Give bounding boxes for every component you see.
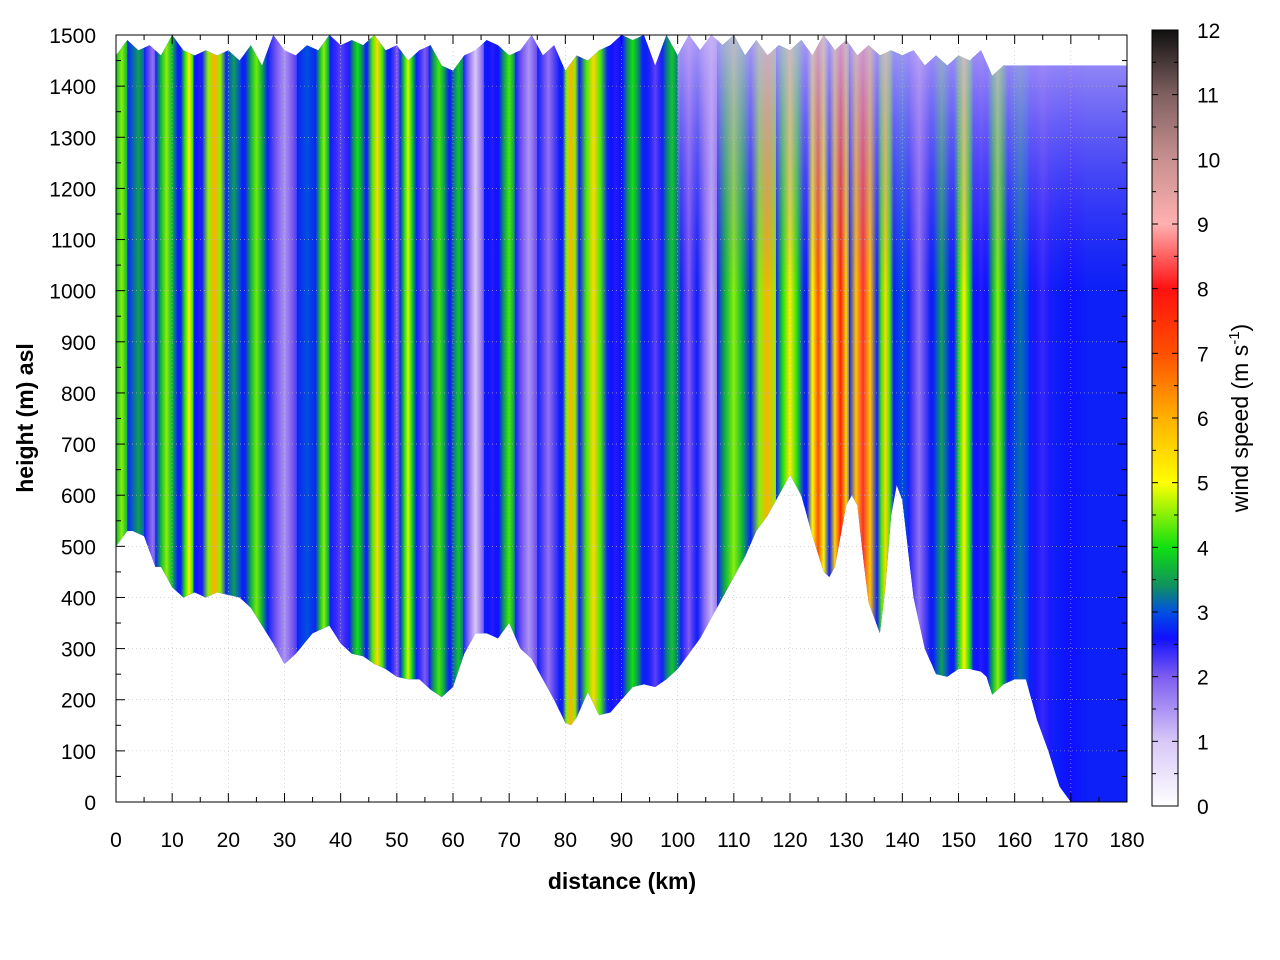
x-tick-label: 150 bbox=[941, 829, 976, 852]
colorbar-tick-label: 2 bbox=[1197, 667, 1209, 690]
upper-calm-region bbox=[677, 35, 1127, 291]
field-band bbox=[579, 35, 608, 802]
x-axis: 0 10 20 30 40 50 60 70 80 90 100 110 120 130 140 150 160… bbox=[110, 35, 1145, 852]
y-tick-label: 500 bbox=[61, 536, 96, 559]
x-tick-label: 170 bbox=[1053, 829, 1088, 852]
field-band bbox=[428, 35, 450, 802]
field-band bbox=[646, 35, 664, 802]
y-tick-label: 400 bbox=[61, 587, 96, 610]
colorbar-tick-label: 11 bbox=[1197, 85, 1219, 108]
field-band bbox=[399, 35, 417, 802]
x-tick-label: 160 bbox=[997, 829, 1032, 852]
field-band bbox=[622, 35, 643, 802]
y-tick-label: 900 bbox=[61, 332, 96, 355]
colorbar-tick-label: 10 bbox=[1197, 149, 1220, 172]
y-tick-label: 1400 bbox=[49, 76, 96, 99]
field-band bbox=[329, 35, 352, 802]
x-tick-label: 40 bbox=[329, 829, 352, 852]
y-tick-label: 1300 bbox=[49, 127, 96, 150]
y-tick-label: 700 bbox=[61, 434, 96, 457]
x-tick-label: 60 bbox=[441, 829, 464, 852]
x-tick-label: 20 bbox=[217, 829, 240, 852]
x-tick-label: 10 bbox=[160, 829, 183, 852]
x-tick-label: 180 bbox=[1109, 829, 1144, 852]
x-tick-label: 140 bbox=[885, 829, 920, 852]
x-tick-label: 120 bbox=[772, 829, 807, 852]
colorbar-tick-label: 9 bbox=[1197, 214, 1209, 237]
x-tick-label: 70 bbox=[497, 829, 520, 852]
colorbar-tick-label: 0 bbox=[1197, 796, 1209, 819]
y-axis: 0 100 200 300 400 500 600 700 800 900 1000 1100 1200… bbox=[49, 25, 1127, 815]
y-tick-label: 200 bbox=[61, 690, 96, 713]
colorbar-title: wind speed (m s-1) bbox=[1226, 324, 1253, 513]
field-band bbox=[367, 35, 388, 802]
y-tick-label: 800 bbox=[61, 383, 96, 406]
colorbar-tick-label: 1 bbox=[1197, 731, 1209, 754]
y-tick-label: 600 bbox=[61, 485, 96, 508]
grid-lines bbox=[116, 35, 1127, 802]
x-tick-label: 80 bbox=[554, 829, 577, 852]
x-tick-label: 100 bbox=[660, 829, 695, 852]
field-band bbox=[315, 35, 333, 802]
field-band bbox=[661, 35, 683, 802]
y-tick-label: 0 bbox=[84, 792, 96, 815]
field-band bbox=[562, 35, 580, 802]
x-axis-title: distance (km) bbox=[548, 868, 696, 894]
field-band bbox=[499, 35, 520, 802]
plot-area bbox=[115, 34, 1128, 803]
field-band bbox=[607, 35, 625, 802]
field-band bbox=[450, 35, 468, 802]
colorbar-tick-label: 7 bbox=[1197, 343, 1209, 366]
x-tick-label: 90 bbox=[610, 829, 633, 852]
colorbar-tick-label: 3 bbox=[1197, 602, 1209, 625]
x-tick-label: 30 bbox=[273, 829, 296, 852]
colorbar-tick-label: 4 bbox=[1197, 537, 1209, 560]
field-band bbox=[537, 35, 560, 802]
y-tick-label: 1500 bbox=[49, 25, 96, 48]
x-tick-label: 130 bbox=[829, 829, 864, 852]
colorbar-tick-label: 6 bbox=[1197, 408, 1209, 431]
x-tick-label: 110 bbox=[717, 829, 750, 852]
y-tick-label: 100 bbox=[61, 741, 96, 764]
x-tick-label: 0 bbox=[110, 829, 122, 852]
y-tick-label: 300 bbox=[61, 639, 96, 662]
colorbar-tick-label: 12 bbox=[1197, 20, 1220, 43]
x-tick-label: 50 bbox=[385, 829, 408, 852]
y-axis-title: height (m) asl bbox=[12, 343, 38, 493]
colorbar-tick-label: 8 bbox=[1197, 279, 1209, 302]
field-band bbox=[349, 35, 366, 802]
y-tick-label: 1000 bbox=[49, 281, 96, 304]
y-tick-label: 1100 bbox=[51, 230, 96, 253]
field-band bbox=[296, 35, 318, 802]
colorbar-tick-label: 5 bbox=[1197, 473, 1209, 496]
field-band bbox=[483, 35, 501, 802]
y-tick-label: 1200 bbox=[49, 178, 96, 201]
